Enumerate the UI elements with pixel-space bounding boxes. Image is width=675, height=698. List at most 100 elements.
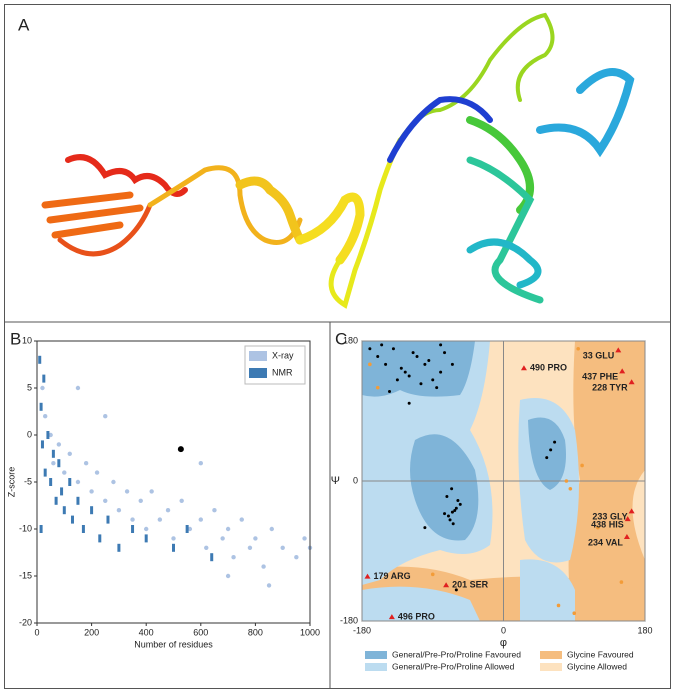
outlier-label: 201 SER — [452, 580, 489, 590]
outlier-point — [623, 534, 630, 539]
data-point — [98, 534, 102, 543]
legend-label: Glycine Favoured — [567, 649, 634, 659]
residue-point — [454, 588, 458, 592]
data-point — [40, 385, 45, 391]
outlier-point — [443, 582, 450, 588]
legend-swatch — [540, 651, 562, 659]
legend-label: X-ray — [272, 350, 294, 360]
x-tick-label: 1000 — [300, 627, 320, 637]
data-point — [49, 478, 53, 486]
outlier-label: 234 VAL — [588, 537, 623, 547]
data-point — [266, 583, 272, 588]
residue-point — [423, 526, 427, 530]
x-tick-label: 180 — [637, 625, 652, 635]
legend-label: Glycine Allowed — [567, 661, 627, 671]
data-point — [172, 543, 175, 552]
data-point — [261, 564, 266, 569]
data-point — [60, 487, 64, 496]
data-point — [144, 534, 148, 543]
residue-point — [549, 448, 553, 452]
panel-label: A — [18, 15, 30, 34]
data-point — [210, 553, 214, 562]
x-axis-label: φ — [500, 637, 507, 649]
glycine-point — [580, 463, 584, 468]
data-point — [165, 508, 171, 513]
x-tick-label: 600 — [193, 627, 208, 637]
region — [362, 586, 480, 621]
data-point — [106, 515, 110, 524]
residue-point — [545, 456, 549, 460]
data-point — [198, 461, 203, 466]
residue-point — [453, 509, 457, 513]
y-tick-label: -180 — [340, 615, 358, 625]
data-point — [144, 526, 149, 532]
y-tick-label: 0 — [27, 429, 32, 439]
legend-label: NMR — [272, 367, 293, 377]
residue-point — [443, 512, 447, 516]
glycine-point — [619, 580, 624, 584]
outlier-label: 33 GLU — [583, 351, 615, 361]
data-point — [62, 470, 67, 475]
outlier-point — [615, 347, 622, 353]
residue-point — [376, 355, 380, 359]
data-point — [253, 536, 258, 541]
outlier-point — [628, 379, 635, 385]
y-axis-label: Z-score — [6, 467, 16, 498]
outlier-point — [628, 508, 635, 514]
outlier-label: 490 PRO — [530, 363, 567, 373]
residue-point — [458, 502, 462, 506]
data-point — [280, 545, 285, 550]
protein-structure — [41, 12, 635, 309]
glycine-point — [576, 346, 580, 351]
data-point — [43, 468, 47, 477]
data-point — [38, 355, 42, 364]
region — [362, 341, 475, 397]
residue-point — [439, 370, 443, 374]
residue-point — [415, 355, 419, 359]
residue-point — [427, 358, 431, 362]
outlier-label: 228 TYR — [592, 383, 628, 393]
residue-point — [446, 514, 450, 518]
y-tick-label: 5 — [27, 382, 32, 392]
data-point — [239, 517, 244, 522]
data-point — [94, 470, 100, 475]
x-tick-label: 800 — [248, 627, 263, 637]
data-point — [89, 489, 94, 494]
glycine-point — [596, 525, 600, 530]
data-point — [198, 517, 203, 522]
data-point — [103, 414, 108, 419]
panel-label: C — [335, 329, 347, 348]
data-point — [51, 461, 56, 466]
y-tick-label: -20 — [19, 617, 32, 627]
outlier-point — [388, 614, 395, 620]
residue-point — [419, 382, 423, 386]
data-point — [81, 525, 85, 533]
glycine-point — [430, 572, 435, 577]
data-point — [131, 525, 135, 533]
data-point — [225, 526, 231, 532]
outlier-point — [520, 365, 527, 371]
region — [410, 434, 479, 541]
residue-point — [431, 378, 435, 382]
outlier-label: 233 GLY — [592, 512, 627, 522]
x-tick-label: 0 — [34, 627, 39, 637]
residue-point — [450, 362, 454, 366]
data-point — [76, 496, 80, 505]
y-tick-label: 0 — [353, 475, 358, 485]
data-point — [220, 536, 225, 541]
data-point — [40, 440, 44, 449]
data-point — [111, 479, 116, 485]
outlier-label: 179 ARG — [374, 571, 411, 581]
outlier-point — [619, 368, 626, 374]
residue-point — [388, 390, 392, 394]
data-point — [46, 431, 50, 439]
data-point — [54, 496, 58, 505]
data-point — [157, 517, 163, 522]
y-axis-label: Ψ — [331, 475, 340, 487]
outlier-label: 438 HIS — [591, 519, 624, 529]
outlier-point — [364, 573, 371, 579]
legend-swatch — [249, 368, 267, 378]
legend-label: General/Pre-Pro/Proline Allowed — [392, 661, 515, 671]
data-point — [51, 449, 55, 458]
